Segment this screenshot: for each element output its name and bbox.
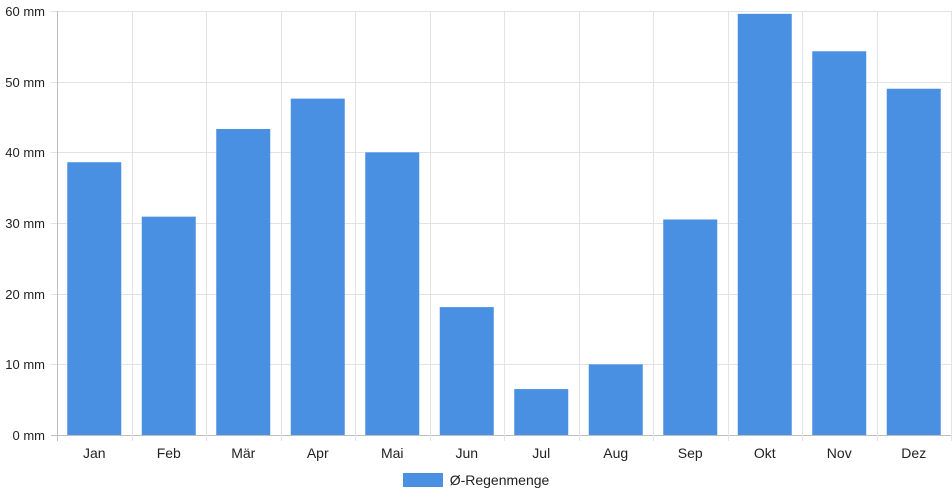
bars bbox=[67, 13, 941, 436]
x-tick-label: Sep bbox=[678, 445, 703, 461]
x-tick-label: Dez bbox=[901, 445, 926, 461]
legend[interactable]: Ø-Regenmenge bbox=[0, 472, 952, 488]
bar-Jun bbox=[439, 307, 494, 435]
x-tick-label: Feb bbox=[157, 445, 181, 461]
bar-Jul bbox=[514, 389, 569, 435]
x-tick-label: Aug bbox=[603, 445, 628, 461]
y-tick-label: 10 mm bbox=[5, 357, 45, 372]
x-tick-label: Mai bbox=[381, 445, 404, 461]
x-tick-label: Okt bbox=[754, 445, 776, 461]
legend-label[interactable]: Ø-Regenmenge bbox=[449, 472, 550, 488]
y-tick-label: 60 mm bbox=[5, 4, 45, 19]
x-tick-label: Nov bbox=[827, 445, 852, 461]
x-tick-label: Jan bbox=[83, 445, 106, 461]
bar-Feb bbox=[141, 216, 196, 435]
bar-Sep bbox=[663, 219, 718, 435]
bar-Nov bbox=[812, 51, 867, 435]
x-tick-label: Jul bbox=[532, 445, 550, 461]
y-axis-ticks: 0 mm 10 mm 20 mm 30 mm 40 mm 50 mm 60 mm bbox=[5, 4, 45, 443]
x-tick-label: Apr bbox=[307, 445, 329, 461]
y-tick-label: 20 mm bbox=[5, 287, 45, 302]
x-axis-ticks: Jan Feb Mär Apr Mai Jun Jul Aug Sep Okt Nov Dez bbox=[83, 445, 926, 461]
bar-Jan bbox=[67, 162, 122, 435]
y-tick-label: 0 mm bbox=[13, 428, 46, 443]
grid bbox=[51, 11, 952, 441]
y-tick-label: 30 mm bbox=[5, 216, 45, 231]
bar-Okt bbox=[737, 13, 792, 436]
bar-Apr bbox=[290, 98, 345, 436]
legend-swatch[interactable] bbox=[402, 473, 443, 487]
y-tick-label: 40 mm bbox=[5, 145, 45, 160]
y-tick-label: 50 mm bbox=[5, 75, 45, 90]
x-tick-label: Jun bbox=[455, 445, 478, 461]
bar-Aug bbox=[588, 364, 643, 435]
x-tick-label: Mär bbox=[231, 445, 255, 461]
bar-Dez bbox=[886, 88, 941, 435]
bar-Mai bbox=[365, 152, 420, 436]
bar-Mär bbox=[216, 129, 271, 435]
